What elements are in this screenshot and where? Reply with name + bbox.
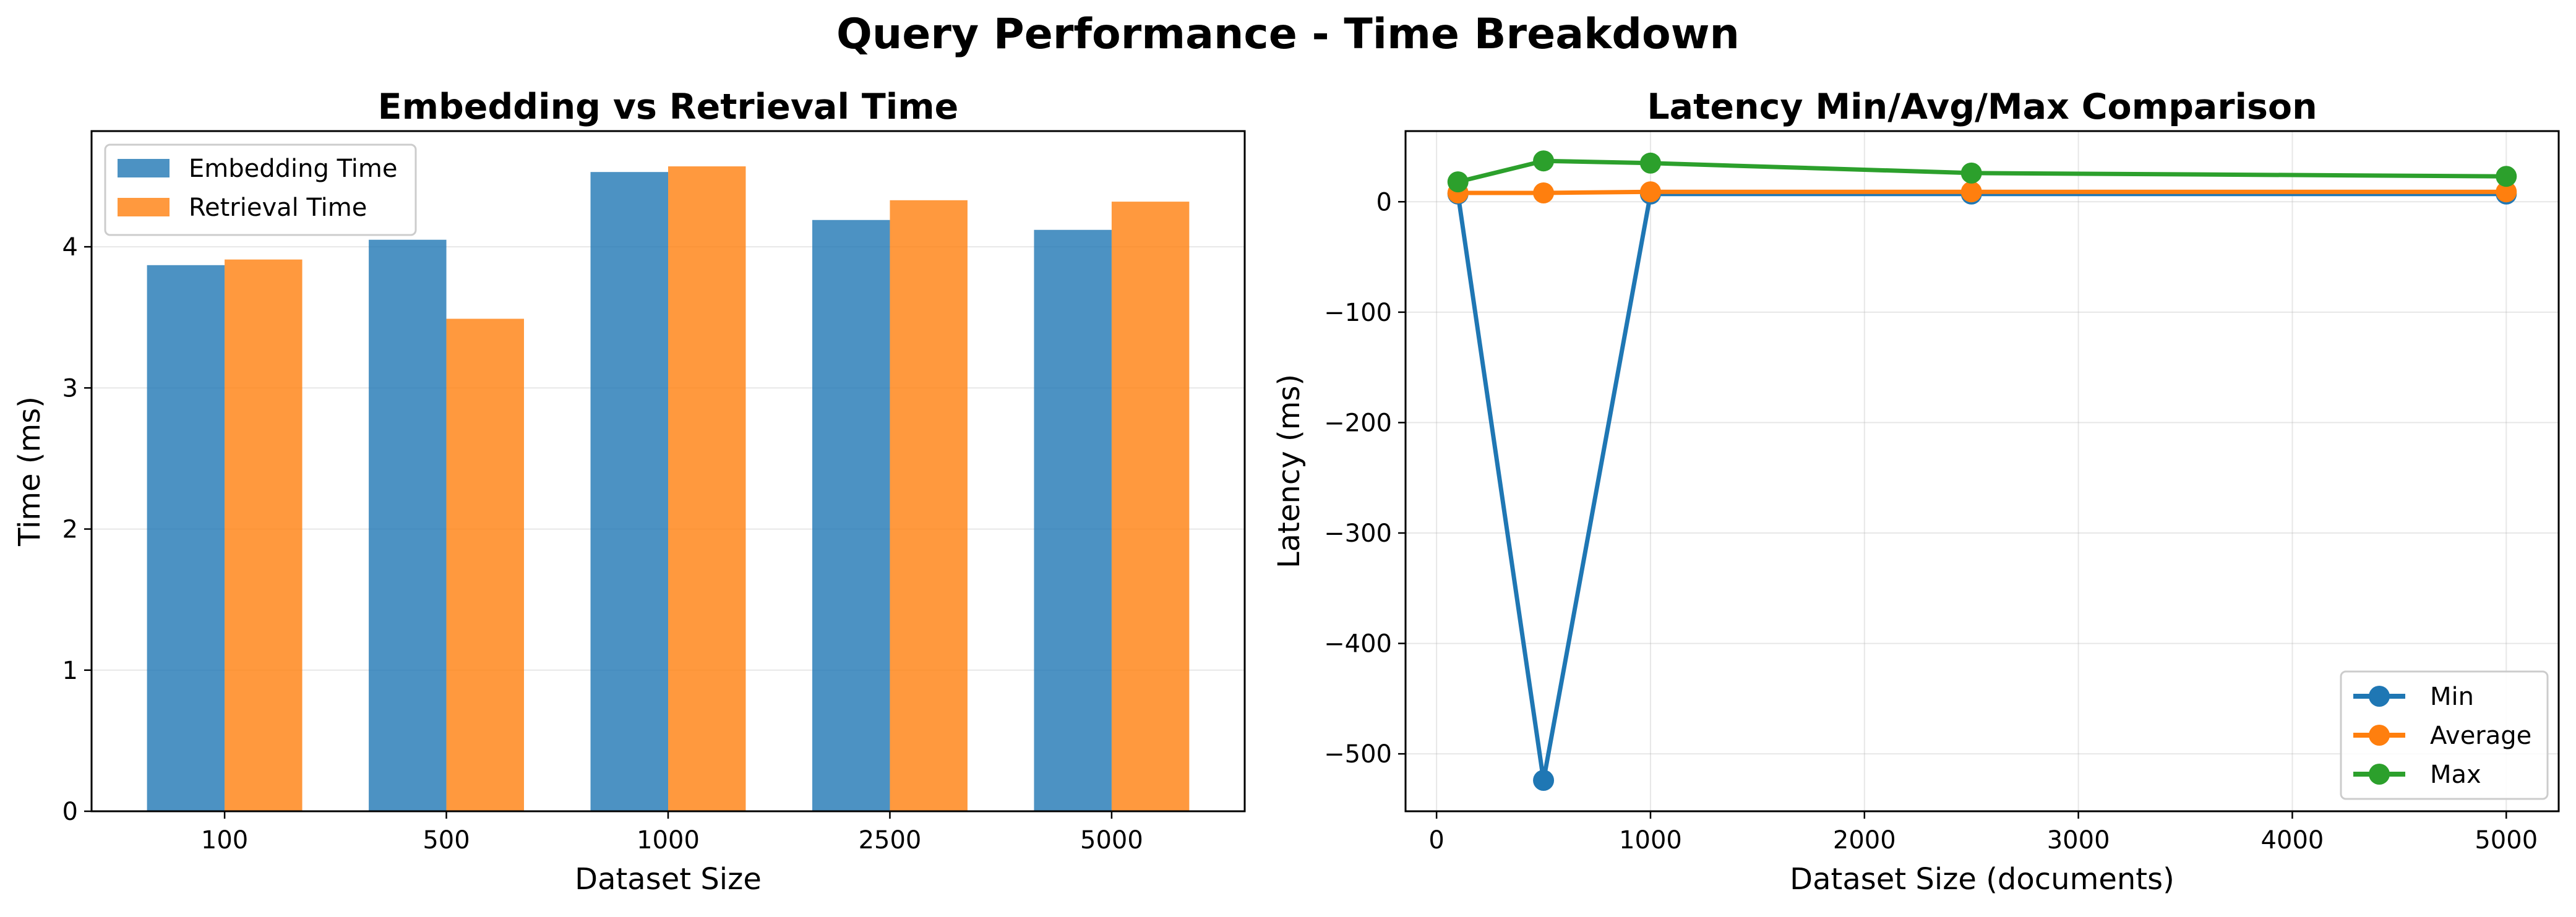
point-average-500	[1533, 182, 1555, 203]
legend-box	[104, 143, 417, 236]
line-chart-title: Latency Min/Avg/Max Comparison	[1647, 87, 2317, 127]
y-tick-label: −200	[1324, 409, 1392, 437]
x-tick-label: 1000	[1619, 826, 1682, 855]
bar-chart-title: Embedding vs Retrieval Time	[378, 87, 959, 127]
bar-embedding-time-5000	[1034, 229, 1112, 811]
point-max-500	[1533, 150, 1555, 172]
line-chart-series	[1447, 150, 2517, 791]
x-tick-label: 2000	[1833, 826, 1896, 855]
point-min-500	[1533, 770, 1555, 791]
y-tick-label: 3	[62, 374, 78, 403]
bar-retrieval-time-5000	[1111, 202, 1190, 811]
x-tick-label: 0	[1428, 826, 1444, 855]
x-tick-label: 2500	[859, 826, 922, 855]
line-chart-legend: Min Average Max	[2340, 670, 2549, 800]
y-tick-label: 0	[1376, 188, 1392, 216]
point-max-2500	[1960, 162, 1982, 184]
legend-label-embedding: Embedding Time	[189, 155, 397, 183]
y-tick-label: 2	[62, 516, 78, 544]
series-line-average	[1458, 189, 2507, 195]
y-tick-label: 1	[62, 657, 78, 685]
legend-label-average: Average	[2430, 722, 2531, 750]
legend-marker-max	[2369, 764, 2390, 785]
bar-chart-legend: Embedding Time Retrieval Time	[104, 143, 417, 236]
bar-chart-ticks: 0 1 2 3 4 100 500 1000 2500 5000	[62, 233, 1143, 855]
legend-marker-average	[2369, 725, 2390, 746]
y-tick-label: 4	[62, 233, 78, 262]
bar-retrieval-time-1000	[668, 166, 746, 811]
bar-retrieval-time-100	[225, 259, 303, 811]
point-average-5000	[2496, 181, 2517, 203]
series-line-max	[1457, 158, 2507, 184]
bar-embedding-time-500	[369, 239, 447, 811]
y-tick-label: −100	[1324, 299, 1392, 327]
point-average-1000	[1639, 181, 1661, 203]
point-max-100	[1447, 171, 1469, 193]
point-average-2500	[1960, 181, 1982, 203]
bar-chart-ylabel: Time (ms)	[12, 396, 47, 547]
x-tick-label: 4000	[2261, 826, 2324, 855]
bar-embedding-time-2500	[812, 220, 890, 811]
bar-retrieval-time-2500	[890, 200, 968, 812]
figure-title: Query Performance - Time Breakdown	[836, 10, 1740, 59]
legend-swatch-retrieval	[118, 198, 170, 216]
y-tick-label: 0	[62, 798, 78, 826]
line-chart-ticks: 0 1000 2000 3000 4000 5000 0 −100 −200 −300 −400 −5…	[1324, 188, 2538, 855]
x-tick-label: 1000	[637, 826, 700, 855]
legend-label-retrieval: Retrieval Time	[189, 194, 367, 222]
legend-label-max: Max	[2430, 761, 2481, 789]
y-tick-label: −300	[1324, 519, 1392, 548]
line-chart-xlabel: Dataset Size (documents)	[1790, 862, 2175, 897]
legend-box	[2340, 670, 2549, 800]
x-tick-label: 500	[423, 826, 470, 855]
bar-retrieval-time-500	[446, 318, 524, 811]
bar-chart-bars	[147, 166, 1190, 812]
x-tick-label: 5000	[2475, 826, 2538, 855]
x-tick-label: 3000	[2047, 826, 2110, 855]
line-chart-ylabel: Latency (ms)	[1272, 374, 1307, 568]
legend-swatch-embedding	[118, 159, 170, 177]
legend-marker-min	[2369, 686, 2390, 707]
x-tick-label: 100	[201, 826, 248, 855]
point-max-5000	[2496, 166, 2517, 187]
bar-embedding-time-1000	[590, 172, 668, 811]
y-tick-label: −400	[1324, 630, 1392, 659]
legend-label-min: Min	[2430, 683, 2474, 711]
x-tick-label: 5000	[1080, 826, 1143, 855]
bar-chart-xlabel: Dataset Size	[575, 862, 762, 897]
line-chart-frame	[1404, 130, 2560, 813]
bar-embedding-time-100	[147, 265, 225, 811]
point-max-1000	[1639, 152, 1661, 174]
y-tick-label: −500	[1324, 740, 1392, 769]
